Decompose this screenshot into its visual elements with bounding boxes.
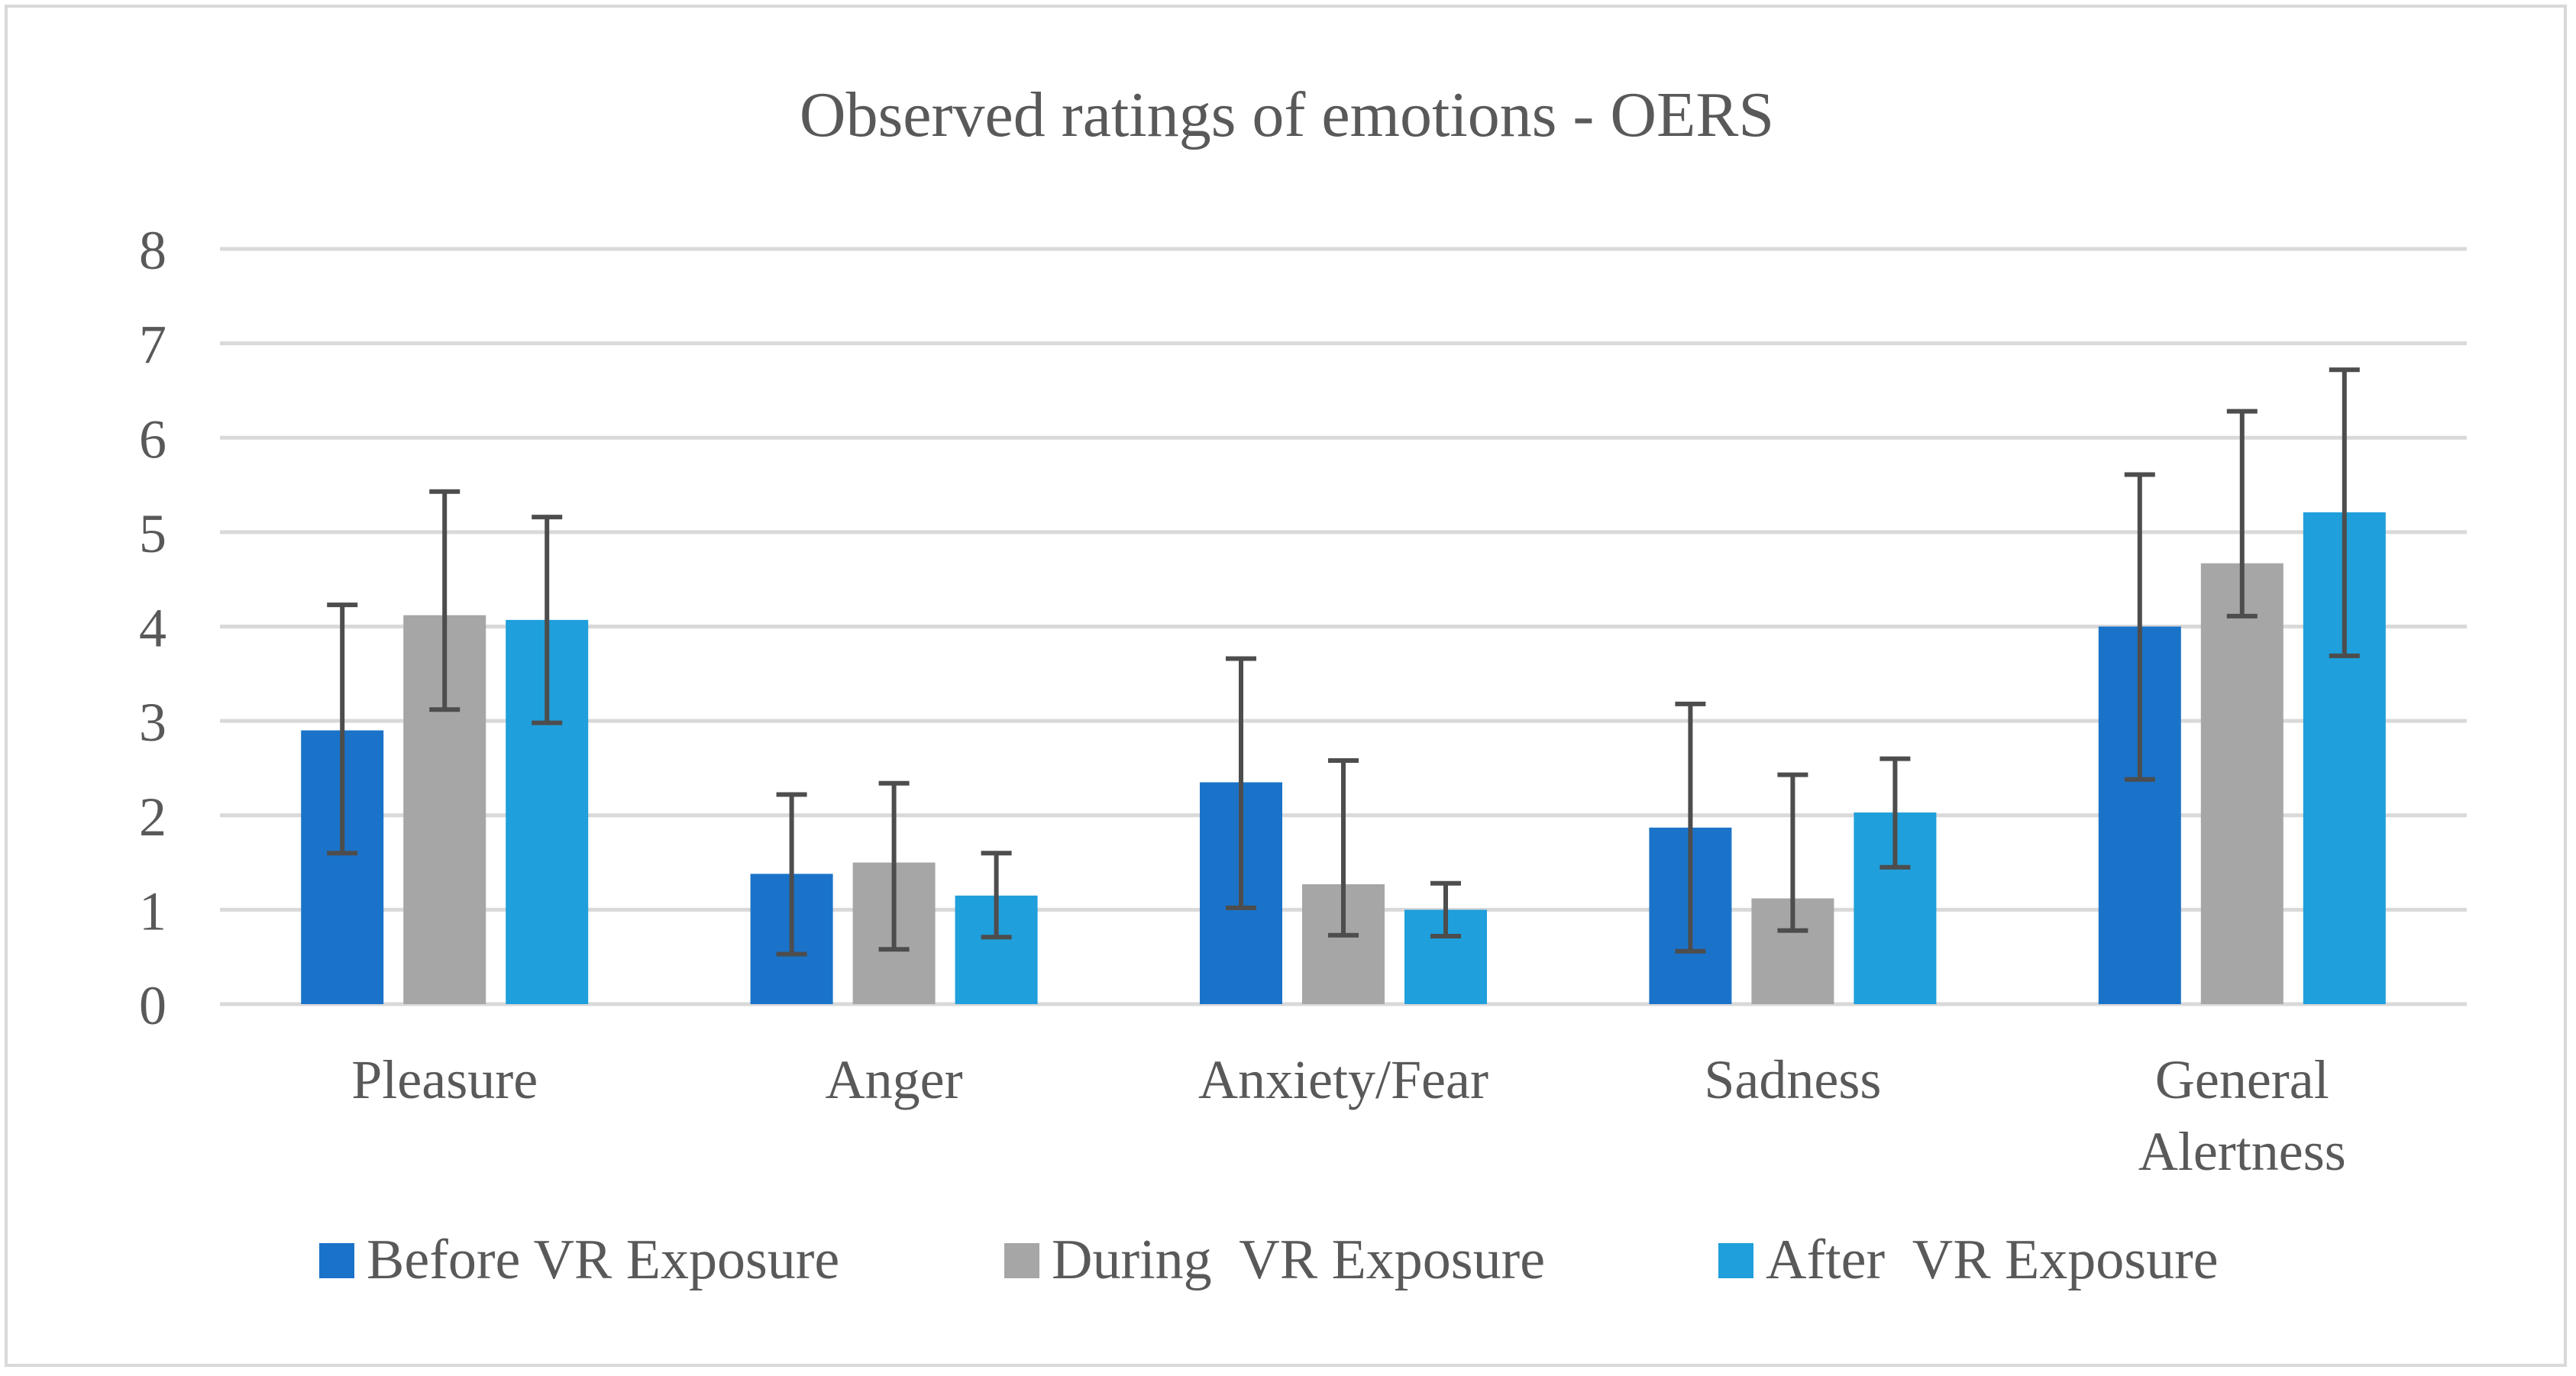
category-label: Pleasure [351, 1049, 538, 1110]
y-tick-label: 0 [139, 975, 166, 1036]
category-label: Anxiety/Fear [1198, 1049, 1488, 1110]
y-tick-label: 2 [139, 787, 166, 848]
legend-swatch [1718, 1243, 1753, 1278]
error-bars [327, 367, 2360, 957]
y-tick-label: 7 [139, 315, 166, 376]
y-tick-label: 6 [139, 409, 166, 470]
legend-swatch [319, 1243, 354, 1278]
category-label: Sadness [1704, 1049, 1881, 1110]
category-label: Anger [826, 1049, 963, 1110]
legend-label: During VR Exposure [1052, 1229, 1545, 1291]
chart-title: Observed ratings of emotions - OERS [800, 79, 1774, 150]
y-tick-label: 3 [139, 692, 166, 753]
bar [2200, 563, 2283, 1004]
legend: Before VR Exposure During VR Exposure Afte… [319, 1229, 2219, 1291]
y-tick-label: 1 [139, 880, 166, 942]
legend-label: After VR Exposure [1766, 1229, 2219, 1291]
category-label: General Alertness [2138, 1049, 2346, 1182]
legend-label: Before VR Exposure [367, 1229, 839, 1291]
y-axis: 0 1 2 3 4 5 6 7 8 [139, 220, 166, 1036]
y-tick-label: 5 [139, 503, 166, 564]
y-tick-label: 4 [139, 598, 166, 659]
x-axis: Pleasure Anger Anxiety/Fear Sadness General A… [351, 1049, 2346, 1182]
y-tick-label: 8 [139, 220, 166, 281]
legend-swatch [1004, 1243, 1039, 1278]
gridlines [220, 247, 2467, 1006]
